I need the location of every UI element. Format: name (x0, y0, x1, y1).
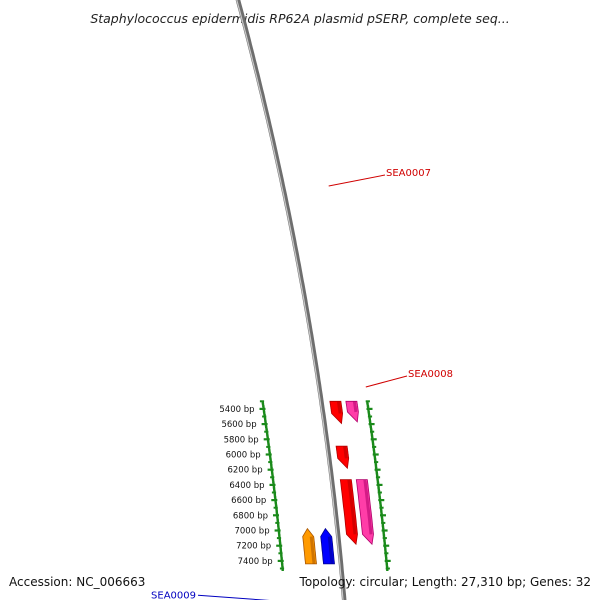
tick-label: 5600 bp (221, 420, 256, 430)
gene-g5 (355, 479, 374, 546)
gene-g2 (345, 400, 359, 423)
gene-g7 (320, 527, 335, 565)
tick-label: 7000 bp (234, 527, 269, 537)
accession-text: Accession: NC_006663 (9, 575, 145, 589)
gene-g1 (329, 400, 344, 425)
tick-label: 7200 bp (236, 542, 271, 552)
tick-label: 5400 bp (219, 405, 254, 415)
gene-g4 (339, 479, 358, 546)
gene-label-sea0007: SEA0007 (386, 168, 431, 179)
gene-labels: SEA0007 SEA0008 SEA0009 (151, 168, 453, 600)
tick-label: 6600 bp (231, 496, 266, 506)
tick-label: 5800 bp (224, 435, 259, 445)
tick-label: 6400 bp (229, 481, 264, 491)
genes (302, 400, 374, 565)
backbone (235, 0, 347, 600)
gene-label-sea0008: SEA0008 (408, 369, 453, 380)
tick-label: 7400 bp (238, 557, 273, 567)
gene-g3 (335, 445, 350, 470)
map-title: Staphylococcus epidermidis RP62A plasmid… (90, 11, 509, 26)
topology-text: Topology: circular; Length: 27,310 bp; G… (299, 575, 591, 589)
tick-label: 6200 bp (227, 466, 262, 476)
gene-g6 (302, 527, 317, 565)
tick-marks: 5400 bp 5600 bp 5800 bp 6000 bp 6200 bp 6400 … (219, 400, 391, 571)
tick-label: 6800 bp (233, 511, 268, 521)
tick-label: 6000 bp (226, 451, 261, 461)
gene-label-sea0009: SEA0009 (151, 590, 196, 600)
